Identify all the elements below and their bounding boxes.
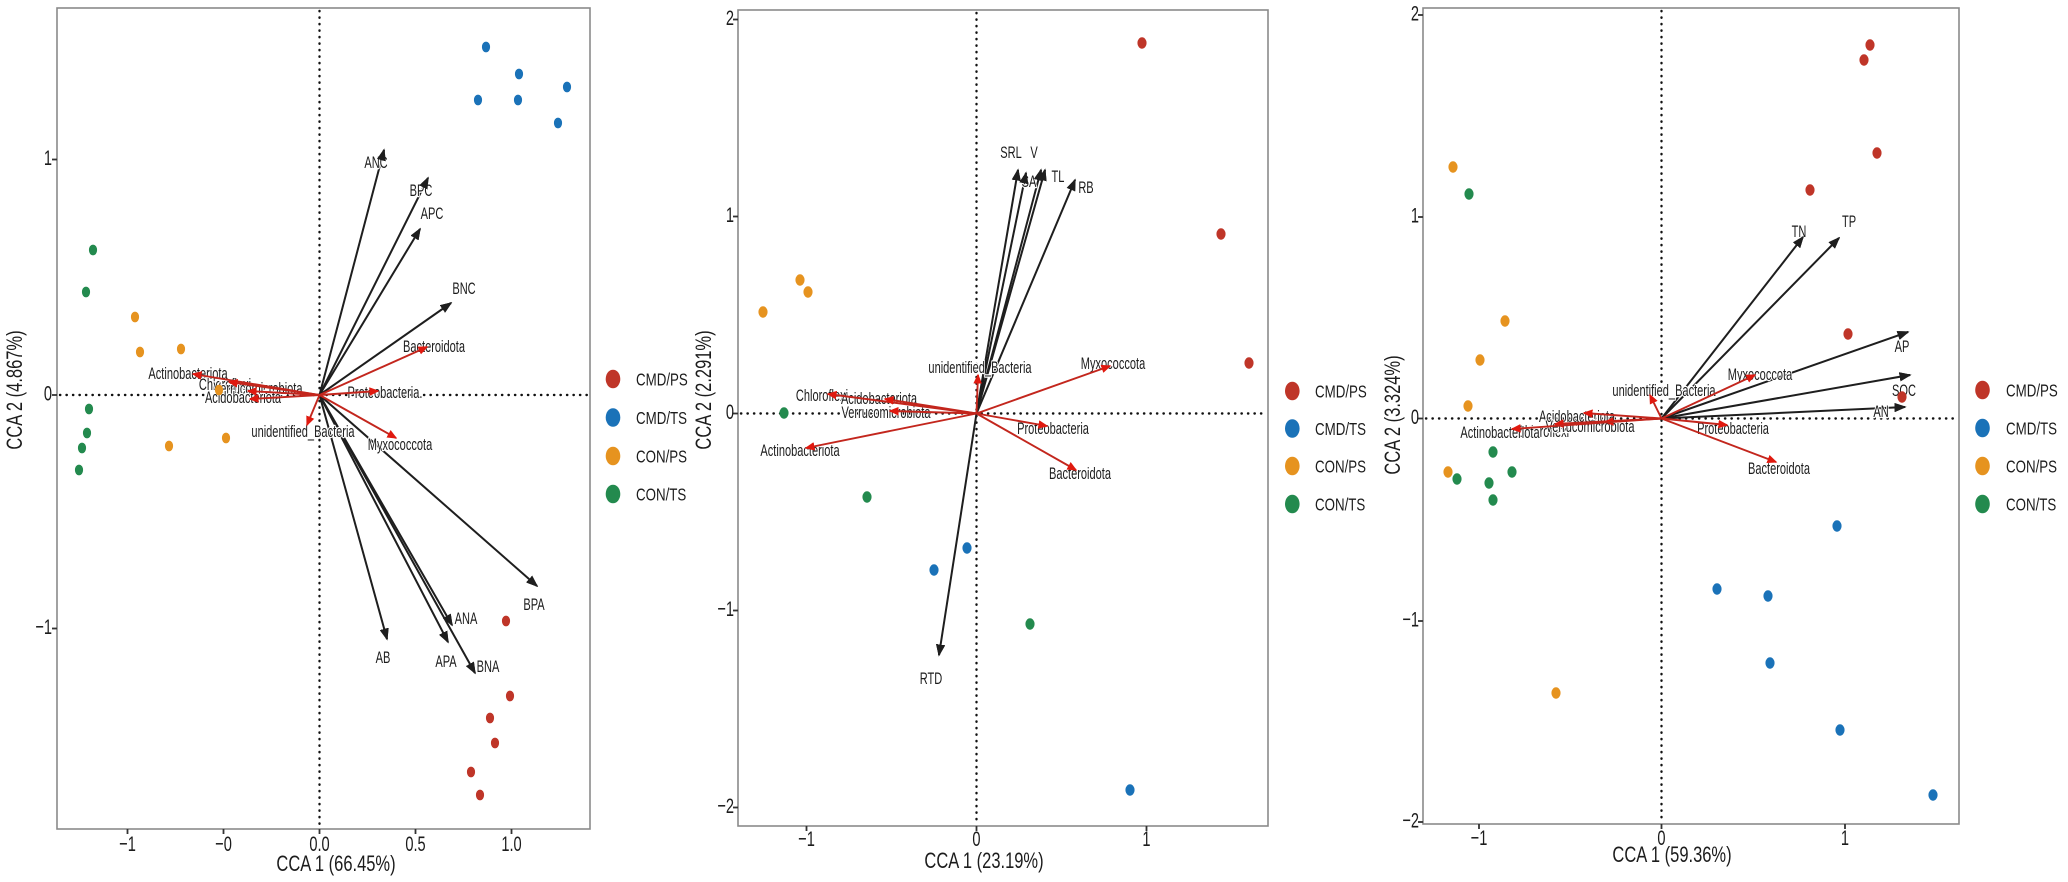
svg-text:1: 1 [44, 145, 52, 170]
svg-text:unidentified_Bacteria: unidentified_Bacteria [251, 423, 354, 442]
svg-text:1.0: 1.0 [501, 831, 521, 856]
svg-text:2: 2 [1411, 1, 1419, 26]
svg-text:2: 2 [726, 5, 734, 30]
svg-text:−0: −0 [215, 831, 232, 856]
svg-text:0: 0 [44, 381, 52, 406]
svg-text:−1: −1 [1402, 607, 1419, 632]
svg-text:CMD/PS: CMD/PS [636, 371, 688, 390]
svg-text:BNA: BNA [477, 658, 500, 677]
svg-text:unidentified_Bacteria: unidentified_Bacteria [928, 359, 1031, 378]
svg-text:unidentified_Bacteria: unidentified_Bacteria [1612, 382, 1715, 401]
svg-text:Bacteroidota: Bacteroidota [1748, 460, 1810, 479]
svg-text:−1: −1 [35, 614, 52, 639]
svg-text:BNC: BNC [452, 280, 475, 299]
svg-text:0.5: 0.5 [405, 831, 425, 856]
svg-text:CCA 2 (3.324%): CCA 2 (3.324%) [1381, 355, 1406, 474]
svg-text:CCA 1 (23.19%): CCA 1 (23.19%) [924, 849, 1043, 874]
svg-text:1: 1 [1841, 825, 1849, 850]
svg-text:CCA 2 (4.867%): CCA 2 (4.867%) [3, 330, 28, 449]
svg-text:Acidobacteriota: Acidobacteriota [205, 389, 281, 408]
svg-text:Verrucomicrobiota: Verrucomicrobiota [841, 404, 930, 423]
svg-text:V: V [1030, 144, 1038, 163]
svg-text:−1: −1 [798, 826, 815, 851]
svg-text:CMD/PS: CMD/PS [2006, 382, 2058, 401]
svg-text:CMD/PS: CMD/PS [1315, 383, 1367, 402]
svg-text:BPC: BPC [410, 182, 433, 201]
svg-text:0.0: 0.0 [309, 831, 329, 856]
svg-text:Actinobacteriota: Actinobacteriota [1460, 424, 1539, 443]
svg-text:1: 1 [726, 202, 734, 227]
svg-text:CMD/TS: CMD/TS [636, 409, 687, 428]
svg-text:0: 0 [726, 399, 734, 424]
svg-text:AP: AP [1895, 338, 1910, 357]
svg-text:Proteobacteria.: Proteobacteria. [348, 384, 423, 403]
svg-text:RTD: RTD [920, 670, 943, 689]
svg-text:ANA: ANA [455, 610, 478, 629]
svg-text:1: 1 [1142, 826, 1150, 851]
svg-text:CON/PS: CON/PS [636, 448, 687, 467]
svg-text:SA: SA [1022, 173, 1037, 192]
svg-text:0: 0 [972, 826, 980, 851]
svg-text:RB: RB [1078, 179, 1093, 198]
svg-text:−1: −1 [119, 831, 136, 856]
svg-text:CON/PS: CON/PS [1315, 458, 1366, 477]
svg-text:BPA: BPA [523, 596, 545, 615]
svg-text:Myxococcota: Myxococcota [1728, 366, 1792, 385]
svg-text:CON/PS: CON/PS [2006, 458, 2057, 477]
svg-text:−2: −2 [1402, 808, 1419, 833]
svg-text:TL: TL [1052, 168, 1065, 187]
svg-text:CON/TS: CON/TS [636, 486, 686, 505]
svg-text:SRL: SRL [1000, 144, 1022, 163]
svg-text:0: 0 [1411, 404, 1419, 429]
svg-text:CON/TS: CON/TS [1315, 496, 1365, 515]
svg-text:Bacteroidota: Bacteroidota [1049, 465, 1111, 484]
svg-text:CCA 2 (2.291%): CCA 2 (2.291%) [692, 330, 717, 449]
svg-text:Myxococcota: Myxococcota [368, 436, 432, 455]
svg-text:1: 1 [1411, 203, 1419, 228]
svg-text:−1: −1 [717, 596, 734, 621]
svg-text:CON/TS: CON/TS [2006, 496, 2056, 515]
svg-text:TN: TN [1792, 223, 1807, 242]
svg-text:−2: −2 [717, 793, 734, 818]
svg-text:CMD/TS: CMD/TS [2006, 420, 2057, 439]
svg-text:ANC: ANC [364, 154, 387, 173]
svg-text:AN: AN [1873, 403, 1888, 422]
svg-text:CCA 1 (66.45%): CCA 1 (66.45%) [276, 852, 395, 877]
svg-text:AB: AB [376, 649, 391, 668]
svg-text:TP: TP [1842, 213, 1856, 232]
svg-text:Actinobacteriota: Actinobacteriota [760, 442, 839, 461]
svg-text:APC: APC [421, 205, 444, 224]
svg-text:CCA 1 (59.36%): CCA 1 (59.36%) [1612, 843, 1731, 868]
svg-text:−1: −1 [1471, 825, 1488, 850]
svg-text:APA: APA [435, 653, 457, 672]
svg-text:CMD/TS: CMD/TS [1315, 420, 1366, 439]
svg-text:Actinobacteriota: Actinobacteriota [148, 365, 227, 384]
svg-text:0: 0 [1657, 825, 1665, 850]
svg-text:Myxococcota: Myxococcota [1081, 355, 1145, 374]
